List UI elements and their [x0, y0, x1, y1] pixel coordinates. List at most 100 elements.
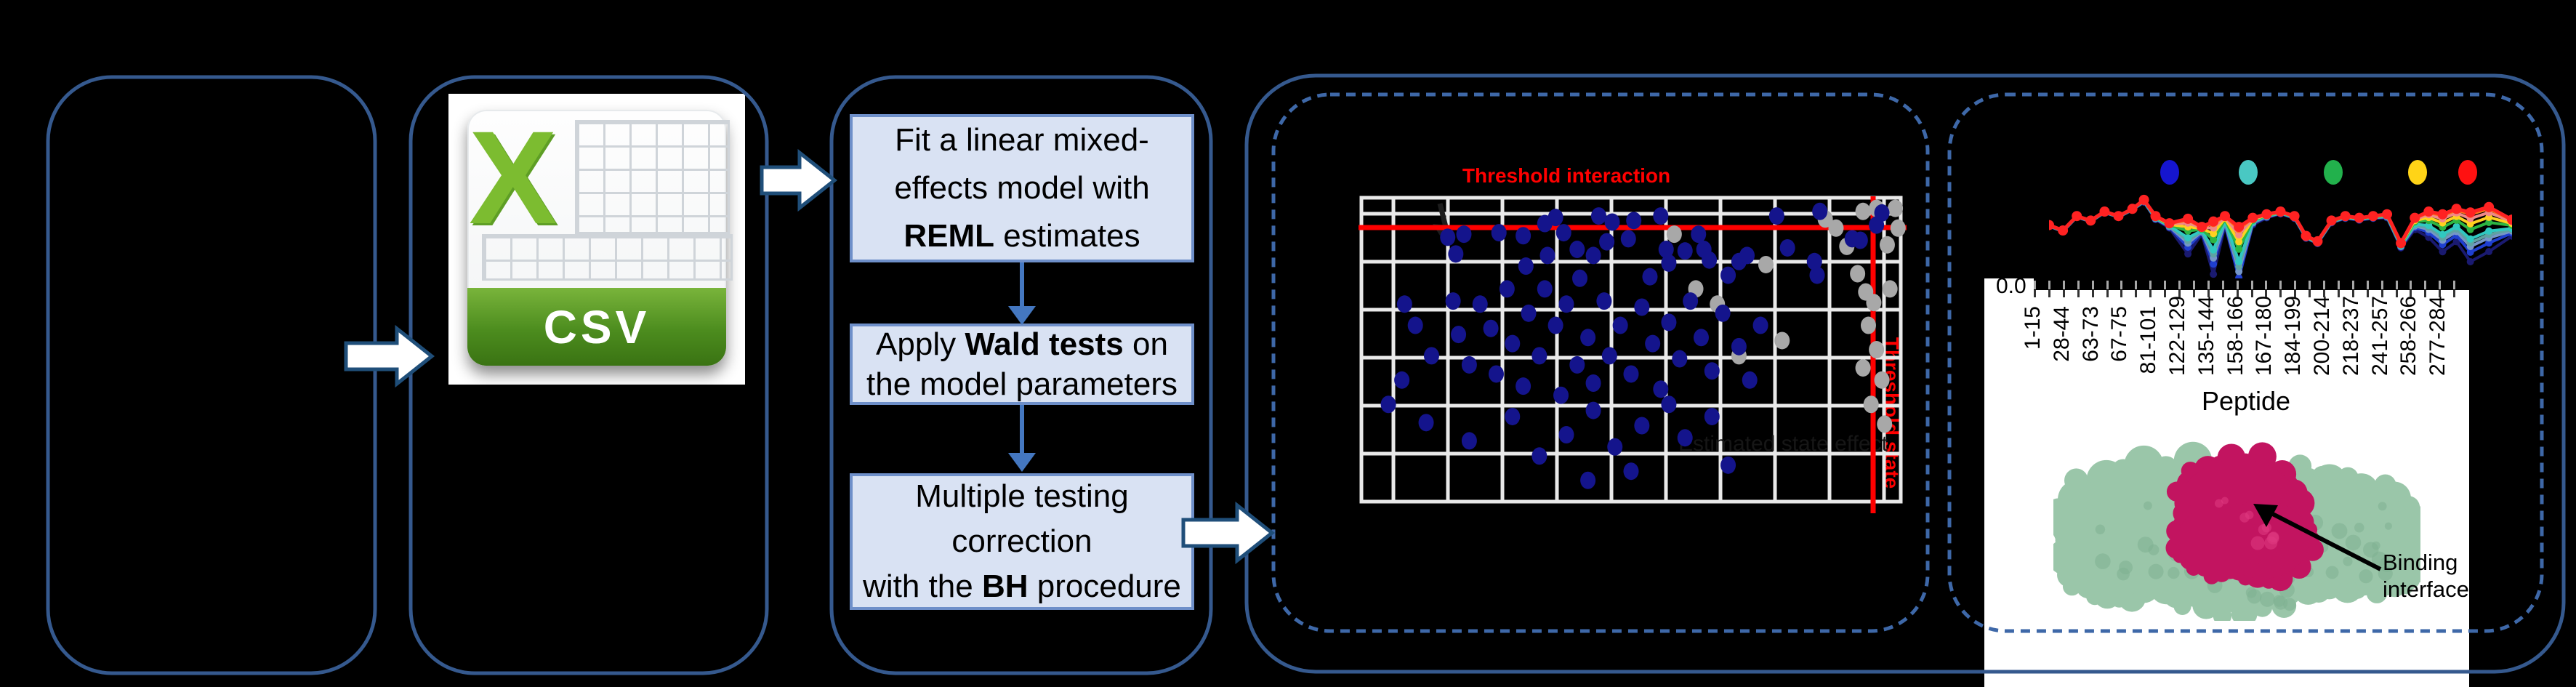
- marker-red: [2058, 225, 2069, 236]
- scatter-point-blue: [1607, 438, 1623, 456]
- marker-red: [2437, 209, 2448, 220]
- scatter-point-blue: [1547, 209, 1563, 227]
- scatter-point-blue: [1704, 362, 1720, 380]
- marker-green: [2235, 245, 2243, 253]
- scatter-point-blue: [1380, 395, 1396, 414]
- scatter-point-blue: [1585, 374, 1601, 392]
- flow-box-line: effects model with: [894, 170, 1150, 206]
- marker-cyan: [2184, 233, 2192, 241]
- scatter-point-blue: [1672, 350, 1688, 368]
- axis-tick: [2351, 290, 2354, 297]
- csv-banner: CSV: [467, 288, 726, 366]
- marker-red: [2382, 209, 2393, 220]
- scatter-point-gray: [1869, 341, 1885, 358]
- scatter-point-blue: [1491, 224, 1507, 242]
- scatter-point-blue: [1752, 316, 1768, 334]
- marker-cyan: [2485, 227, 2493, 235]
- scatter-point-blue: [1572, 269, 1588, 287]
- marker-red: [2085, 215, 2096, 226]
- fit-lmm-box: Fit a linear mixed-effects model with REM…: [850, 114, 1194, 262]
- axis-tick: [2048, 290, 2050, 297]
- panel-input: [46, 75, 377, 675]
- scatter-point-blue: [1704, 407, 1720, 425]
- flow-box-line: Fit a linear mixed-: [895, 122, 1149, 158]
- scatter-point-blue: [1677, 242, 1693, 260]
- marker-red: [2354, 212, 2364, 223]
- marker-red: [2183, 213, 2194, 224]
- scatter-point-blue: [1580, 471, 1596, 489]
- marker-red: [2312, 236, 2323, 246]
- scatter-point-blue: [1779, 238, 1795, 257]
- scatter-point-blue: [1516, 377, 1531, 395]
- scatter-point-blue: [1812, 202, 1828, 220]
- marker-cyan: [2210, 246, 2218, 254]
- axis-tick: [2120, 290, 2123, 297]
- scatter-point-blue: [1585, 401, 1601, 419]
- scatter-point-gray: [1866, 294, 1882, 312]
- scatter-point-blue: [1518, 257, 1534, 276]
- scatter-point-gray: [1879, 236, 1895, 254]
- scatter-point-blue: [1642, 268, 1658, 286]
- scatter-point-gray: [1774, 332, 1790, 350]
- scatter-point-blue: [1634, 298, 1650, 316]
- marker-cyan: [2439, 230, 2447, 238]
- scatter-point-blue: [1653, 207, 1669, 225]
- axis-tick: [2236, 290, 2239, 297]
- marker-red: [2208, 216, 2219, 227]
- legend-dot-2: [2324, 160, 2343, 185]
- scatter-point-blue: [1677, 429, 1693, 447]
- axis-tick: [2410, 290, 2412, 297]
- axis-tick: [2192, 290, 2195, 297]
- legend-dot-3: [2408, 160, 2427, 185]
- arrow-input-to-csv: [344, 324, 435, 388]
- axis-tick: [2135, 290, 2138, 297]
- scatter-point-blue: [1739, 246, 1755, 265]
- threshold-interaction-label: Threshold interaction: [1462, 164, 1671, 187]
- scatter-point-blue: [1456, 225, 1472, 244]
- scatter-point-blue: [1661, 254, 1677, 272]
- scatter-point-gray: [1888, 199, 1904, 217]
- scatter-point-blue: [1590, 207, 1606, 225]
- scatter-point-gray: [1863, 395, 1879, 414]
- scatter-point-blue: [1418, 414, 1434, 432]
- scatter-point-blue: [1661, 395, 1677, 414]
- peptide-axis-and-protein-area: 0.0 1-15 28-44 63-73 67-75 81-101 122-129 135-…: [1984, 278, 2469, 687]
- scatter-point-blue: [1599, 233, 1615, 251]
- axis-tick: [2294, 290, 2297, 297]
- scatter-point-gray: [1850, 265, 1866, 283]
- marker-red: [2451, 204, 2462, 214]
- scatter-point-blue: [1720, 266, 1736, 284]
- scatter-point-blue: [1489, 365, 1504, 383]
- marker-red: [2150, 211, 2161, 222]
- wald-box: Apply Wald tests on the model parameters: [850, 324, 1194, 405]
- flow-arrow-2: [1020, 405, 1024, 454]
- marker-navy: [2210, 270, 2218, 278]
- scatter-point-blue: [1580, 329, 1596, 347]
- scatter-point-blue: [1569, 355, 1585, 374]
- marker-navy: [2439, 248, 2447, 256]
- binding-interface-label: Binding interface: [2383, 550, 2469, 602]
- flow-arrow-2-head: [1008, 453, 1036, 472]
- scatter-point-blue: [1626, 212, 1642, 230]
- marker-red: [2164, 218, 2175, 229]
- arrow-csv-to-model: [760, 148, 838, 212]
- scatter-point-blue: [1537, 280, 1553, 298]
- scatter-point-blue: [1596, 292, 1612, 310]
- csv-file-image: X CSV: [448, 94, 745, 385]
- scatter-point-blue: [1451, 326, 1467, 344]
- csv-file-icon: X CSV: [467, 103, 733, 366]
- marker-red: [2326, 215, 2337, 226]
- scatter-point-blue: [1531, 347, 1547, 365]
- scatter-point-blue: [1623, 365, 1639, 383]
- axis-tick: [2439, 290, 2442, 297]
- scatter-point-blue: [1768, 207, 1784, 225]
- axis-tick: [2106, 290, 2109, 297]
- scatter-point-blue: [1555, 224, 1571, 242]
- flow-arrow-1: [1020, 262, 1024, 308]
- scatter-point-blue: [1445, 292, 1461, 310]
- scatter-point-blue: [1869, 216, 1885, 234]
- marker-red: [2423, 206, 2434, 217]
- marker-navy: [2485, 248, 2493, 256]
- scatter-point-blue: [1634, 417, 1650, 435]
